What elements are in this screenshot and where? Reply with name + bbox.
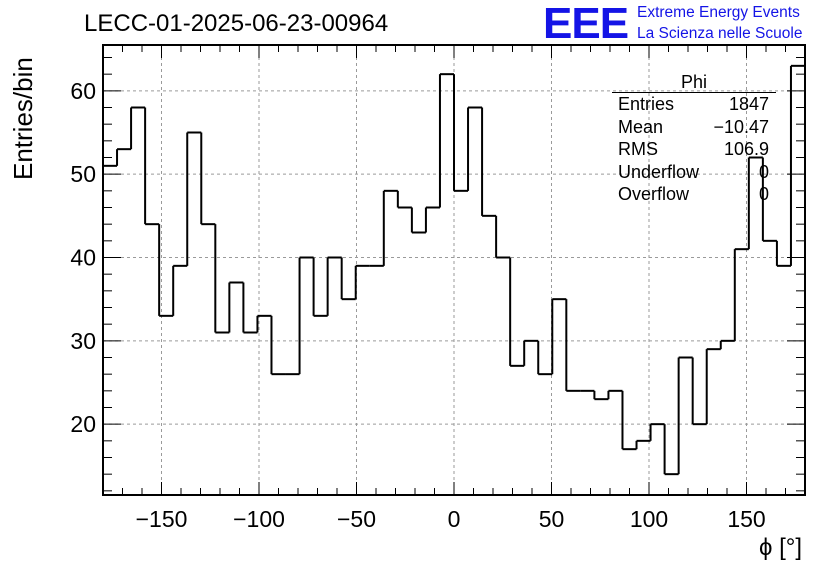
stats-box-title: Phi xyxy=(612,72,776,93)
stats-key: Overflow xyxy=(618,184,690,205)
axes-layer: −150 −100 −50 0 50 100 150 20 30 40 50 60 xyxy=(70,44,806,532)
stats-value: 1847 xyxy=(728,94,769,114)
stats-value: 106.9 xyxy=(723,139,769,160)
stats-value: −10.47 xyxy=(713,116,769,137)
stats-row-underflow: Underflow 0 xyxy=(612,161,776,184)
x-tick-label: −50 xyxy=(337,506,376,532)
logo-line-1: Extreme Energy Events xyxy=(637,4,800,21)
x-tick-label: 100 xyxy=(630,506,668,532)
y-tick-label: 60 xyxy=(70,78,96,104)
stats-row-rms: RMS 106.9 xyxy=(612,138,776,161)
stats-row-overflow: Overflow 0 xyxy=(612,183,776,206)
chart-title: LECC-01-2025-06-23-00964 xyxy=(84,10,389,37)
stats-value: 0 xyxy=(758,161,769,182)
stats-key: RMS xyxy=(618,139,658,160)
x-tick-label: 150 xyxy=(727,506,765,532)
stats-value: 0 xyxy=(758,184,769,205)
stats-box: Phi Entries 1847 Mean −10.47 RMS 106.9 U… xyxy=(612,72,776,206)
stats-key: Mean xyxy=(618,116,664,137)
x-tick-label: −150 xyxy=(136,506,188,532)
stats-key: Underflow xyxy=(618,161,700,182)
histogram-layer xyxy=(103,64,805,476)
x-axis-label: ϕ [°] xyxy=(758,534,802,561)
y-tick-label: 50 xyxy=(70,161,96,187)
y-tick-label: 20 xyxy=(70,411,96,437)
stats-row-entries: Entries 1847 xyxy=(612,93,776,116)
y-tick-label: 30 xyxy=(70,328,96,354)
stats-key: Entries xyxy=(618,94,675,114)
x-tick-label: 0 xyxy=(448,506,461,532)
x-tick-label: −100 xyxy=(233,506,285,532)
stats-row-mean: Mean −10.47 xyxy=(612,116,776,139)
grid-layer xyxy=(103,45,805,495)
x-tick-label: 50 xyxy=(539,506,565,532)
y-tick-label: 40 xyxy=(70,245,96,271)
y-axis-label: Entries/bin xyxy=(8,57,38,180)
logo-line-2: La Scienza nelle Scuole xyxy=(637,25,803,42)
eee-logo: EEE xyxy=(543,0,629,48)
